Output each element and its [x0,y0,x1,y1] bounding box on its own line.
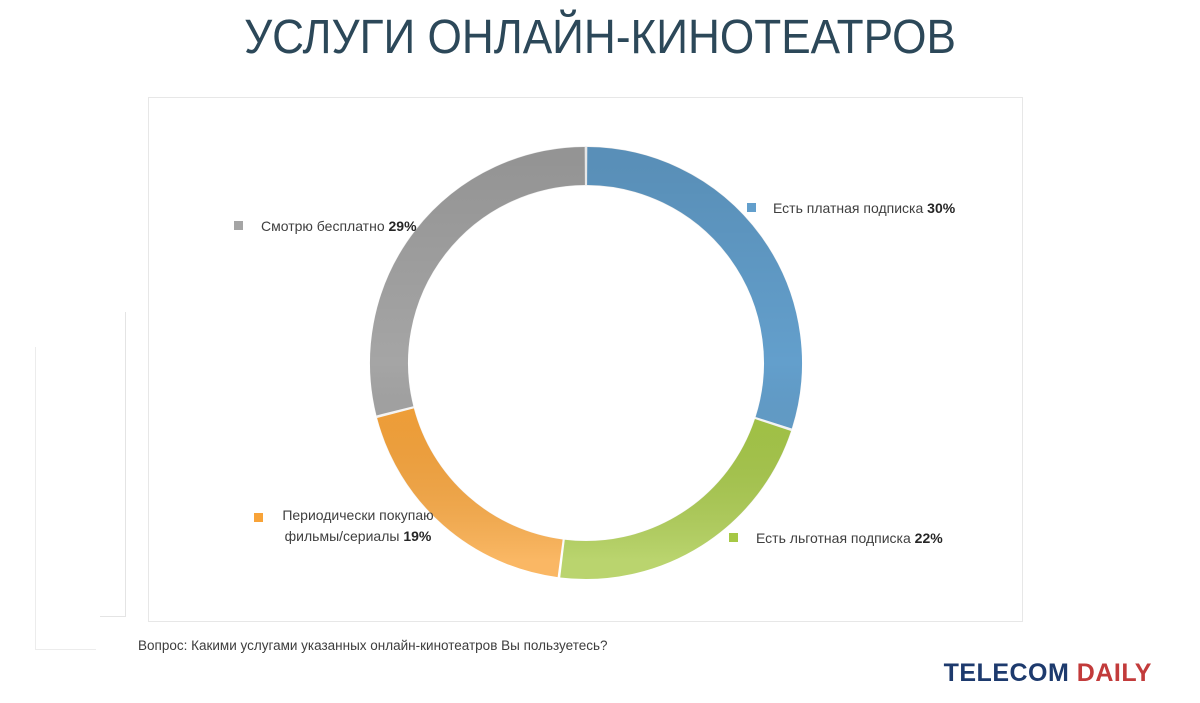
legend-label-value: 22% [914,530,943,546]
legend-marker-discount [729,533,738,542]
legend-label-value: 19% [403,528,432,544]
logo-telecom: TELECOM [943,659,1070,687]
legend-label-value: 29% [388,218,417,234]
background-artifact-line [35,649,96,650]
legend-label-text: Есть льготная подписка [756,530,911,546]
logo-daily: DAILY [1076,659,1152,687]
legend-marker-paid [747,203,756,212]
legend-label-purchase: Периодически покупаю фильмы/сериалы 19% [273,505,443,547]
legend-label-value: 30% [927,200,956,216]
legend-label-paid: Есть платная подписка 30% [773,200,955,216]
legend-label-text: Периодически покупаю [282,507,434,523]
background-artifact-line [35,347,36,650]
legend-label-text: Есть платная подписка [773,200,924,216]
legend-label-text: Смотрю бесплатно [261,218,385,234]
legend-label-discount: Есть льготная подписка 22% [756,530,943,546]
legend-label-text: фильмы/сериалы [284,528,400,544]
legend-label-free: Смотрю бесплатно 29% [261,218,417,234]
background-artifact-line [100,616,126,617]
legend-marker-purchase [254,513,263,522]
question-text: Вопрос: Какими услугами указанных онлайн… [138,638,608,653]
background-artifact-line [125,312,126,616]
page-title: УСЛУГИ ОНЛАЙН-КИНОТЕАТРОВ [244,11,956,64]
chart-area: Есть платная подписка 30% Смотрю бесплат… [148,97,1023,622]
legend-marker-free [234,221,243,230]
telecom-daily-logo: TELECOM DAILY [944,659,1152,688]
donut-chart [369,146,803,580]
donut-shading-overlay [369,146,803,580]
